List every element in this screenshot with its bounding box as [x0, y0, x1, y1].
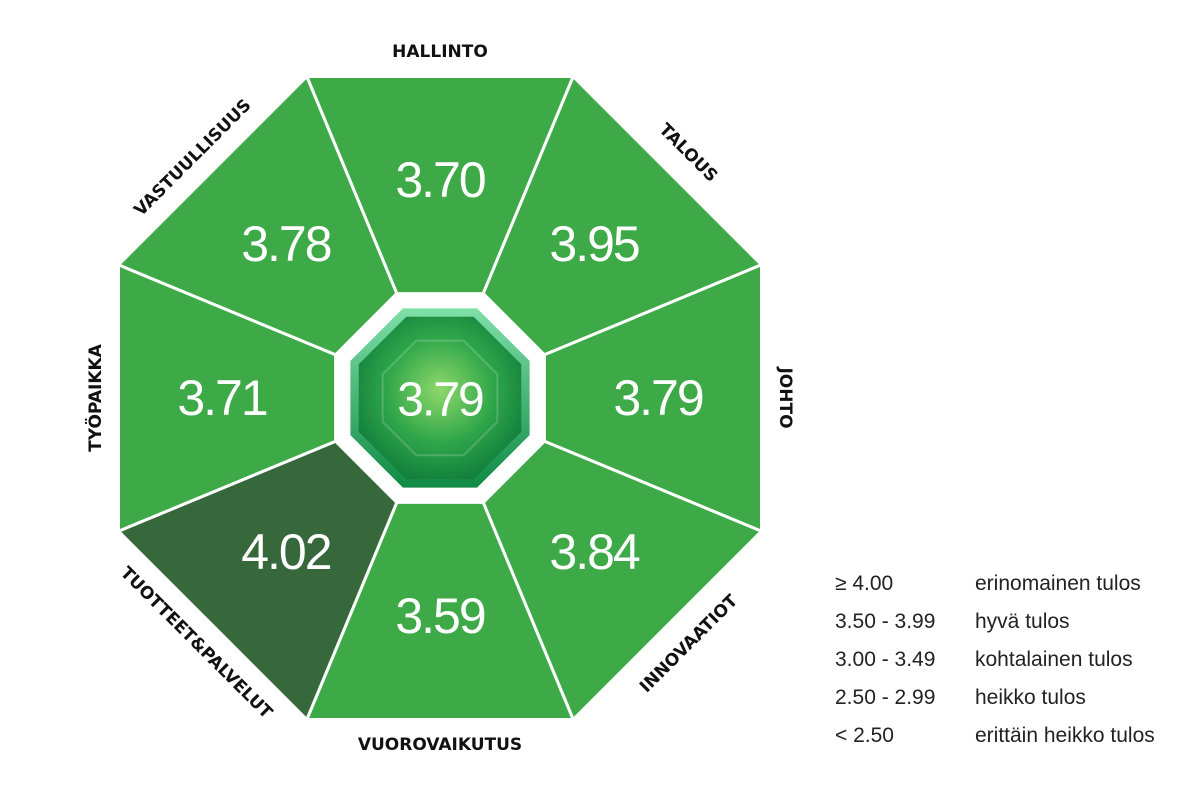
segment-talous: 3.95 [481, 73, 765, 357]
label-johto: JOHTO [775, 366, 795, 428]
legend-range: 2.50 - 2.99 [835, 686, 936, 709]
legend-row: ≥ 4.00 erinomainen tulos [835, 565, 1155, 603]
legend-row: 3.00 - 3.49 kohtalainen tulos [835, 641, 1155, 679]
center-hub: 3.79 [335, 293, 545, 503]
segment-vastuullisuus: 3.78 [115, 73, 399, 357]
center-gem [358, 316, 522, 480]
label-tyopaikka: TYÖPAIKKA [84, 343, 106, 451]
legend-desc: erinomainen tulos [975, 572, 1141, 595]
segment-vuorovaikutus-value: 3.59 [395, 588, 485, 644]
legend-desc: hyvä tulos [975, 610, 1070, 633]
segment-innovaatiot-value: 3.84 [549, 524, 640, 580]
segment-hallinto-value: 3.70 [395, 152, 485, 208]
legend-row: 2.50 - 2.99 heikko tulos [835, 679, 1155, 717]
label-hallinto: HALLINTO [392, 42, 488, 62]
legend: ≥ 4.00 erinomainen tulos 3.50 - 3.99 hyv… [835, 565, 1155, 755]
center-value: 3.79 [397, 374, 483, 427]
center-gem-facet [381, 339, 499, 457]
label-vuorovaikutus: VUOROVAIKUTUS [358, 735, 522, 755]
segment-tuotteet: 4.02 [115, 439, 399, 723]
legend-range: 3.50 - 3.99 [835, 610, 936, 633]
segment-vuorovaikutus: 3.59 [304, 500, 576, 721]
legend-row: < 2.50 erittäin heikko tulos [835, 717, 1155, 755]
legend-range: 3.00 - 3.49 [835, 648, 936, 671]
segment-johto: 3.79 [542, 262, 763, 534]
segment-tyopaikka-value: 3.71 [177, 370, 267, 426]
legend-range: < 2.50 [835, 724, 894, 747]
segment-tuotteet-value: 4.02 [241, 524, 331, 580]
legend-desc: kohtalainen tulos [975, 648, 1133, 671]
segment-vastuullisuus-value: 3.78 [241, 216, 331, 272]
legend-row: 3.50 - 3.99 hyvä tulos [835, 603, 1155, 641]
legend-desc: erittäin heikko tulos [975, 724, 1155, 747]
segment-johto-value: 3.79 [613, 370, 703, 426]
legend-range: ≥ 4.00 [835, 572, 894, 595]
segment-talous-value: 3.95 [549, 216, 639, 272]
legend-desc: heikko tulos [975, 686, 1086, 709]
